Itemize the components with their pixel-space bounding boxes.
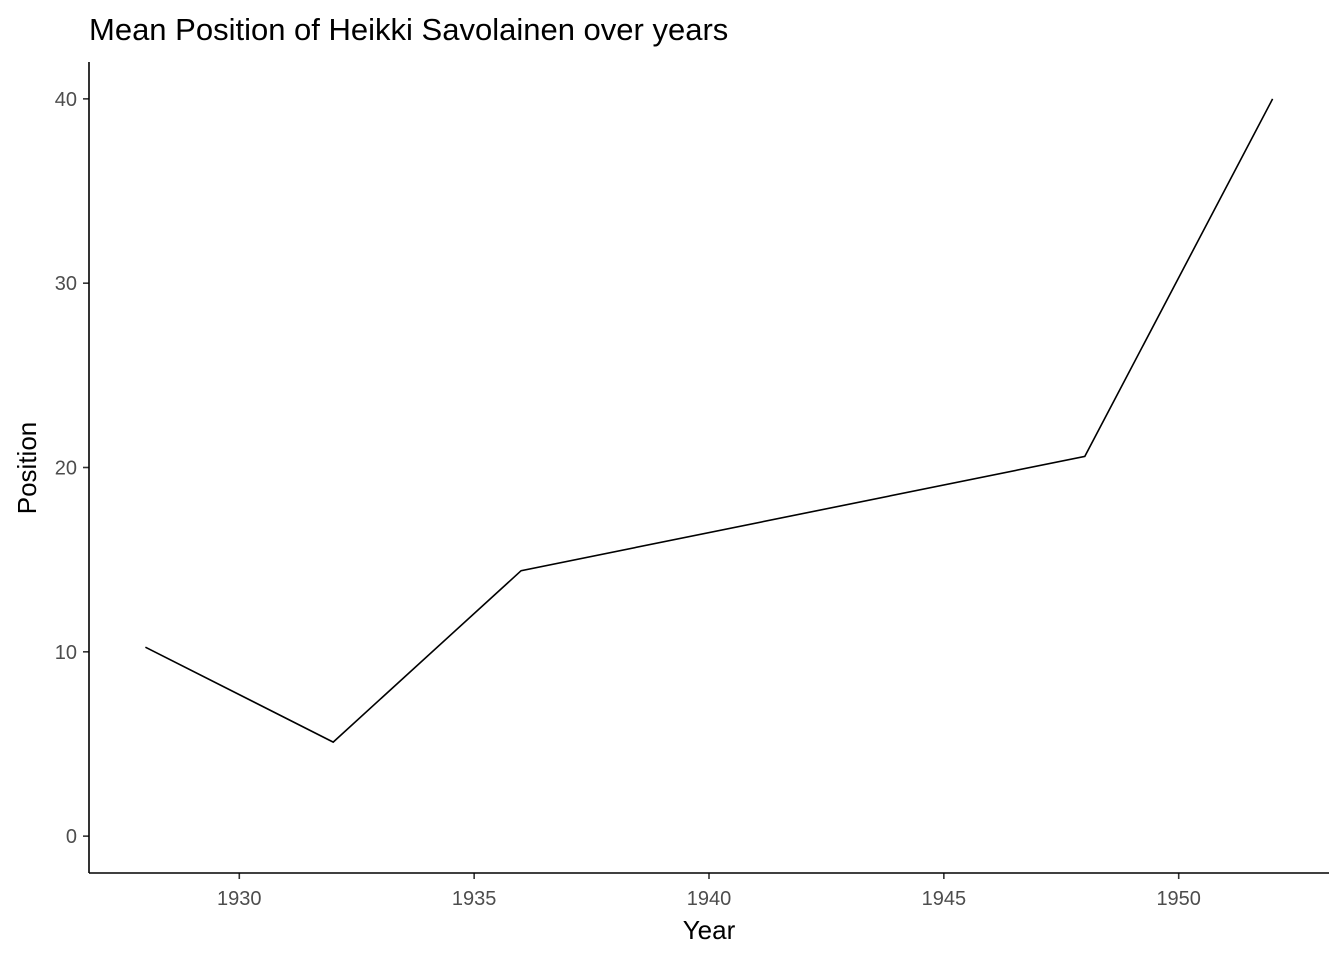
series-layer [145,98,1274,744]
y-tick-label: 10 [55,642,77,664]
y-tick-label: 40 [55,89,77,111]
series-line [145,98,1274,744]
x-axis-ticks: 1930 1935 1940 1945 1950 [217,873,1201,910]
y-tick-label: 30 [55,273,77,295]
x-tick-label: 1930 [217,888,262,910]
x-tick-label: 1940 [687,888,732,910]
y-tick-label: 0 [66,826,77,848]
y-axis-title: Position [12,422,42,515]
y-tick-label: 20 [55,458,77,480]
x-tick-label: 1950 [1156,888,1201,910]
y-axis-ticks: 0 10 20 30 40 [55,89,89,848]
x-tick-label: 1945 [922,888,967,910]
chart-title: Mean Position of Heikki Savolainen over … [89,12,728,47]
x-axis-title: Year [683,915,736,945]
x-tick-label: 1935 [452,888,497,910]
